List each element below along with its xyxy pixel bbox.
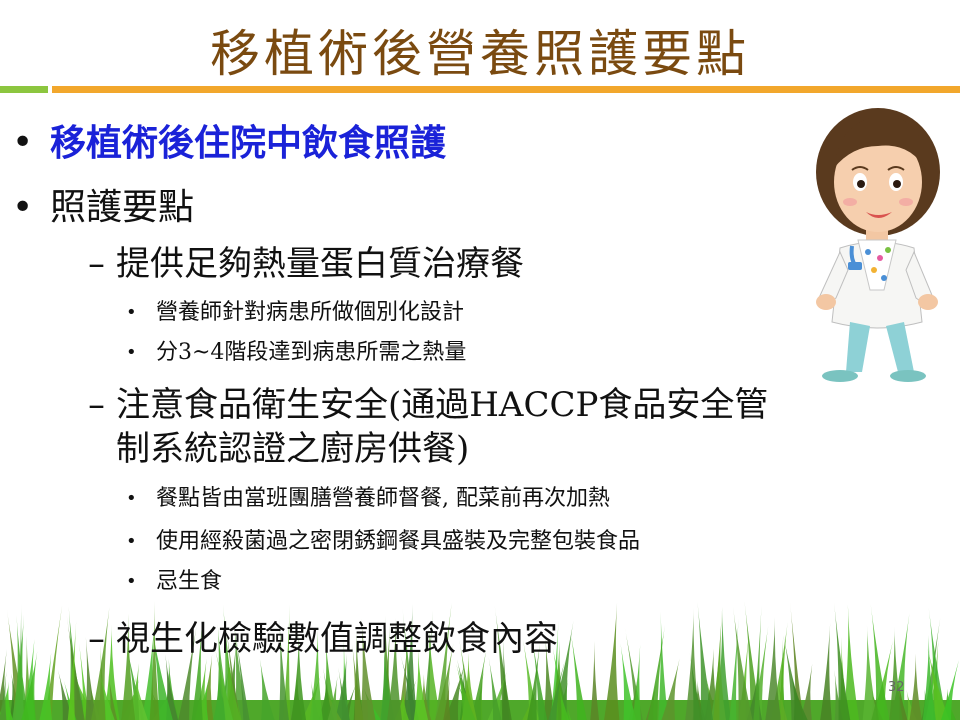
page-number: 32: [888, 680, 905, 695]
detail-text: 忌生食: [156, 569, 223, 594]
detail-text: 餐點皆由當班團膳營養師督餐, 配菜前再次加熱: [156, 486, 610, 511]
sub-item-text: 提供足夠熱量蛋白質治療餐: [116, 244, 524, 284]
dash-icon: –: [88, 244, 105, 284]
sub-item-text: 注意食品衛生安全(通過HACCP食品安全管: [116, 385, 769, 425]
sub-item-food-safety-continuation: 制系統認證之廚房供餐): [116, 429, 470, 469]
dash-icon: –: [88, 385, 105, 425]
bullet-icon: •: [12, 122, 34, 163]
bullet-icon: •: [126, 531, 137, 552]
bullet-icon: •: [126, 302, 137, 323]
bullet-icon: •: [126, 571, 137, 592]
dash-icon: –: [88, 619, 105, 659]
title-rule-green: [0, 86, 48, 93]
bullet-text: 照護要點: [50, 187, 195, 228]
detail-text: 使用經殺菌過之密閉銹鋼餐具盛裝及完整包裝食品: [156, 529, 641, 554]
bullet-icon: •: [126, 342, 137, 363]
bullet-icon: •: [126, 488, 137, 509]
bullet-icon: •: [12, 187, 34, 228]
detail-text: 營養師針對病患所做個別化設計: [156, 300, 465, 325]
title-rule-orange: [52, 86, 960, 93]
slide-title: 移植術後營養照護要點: [210, 25, 750, 83]
bullet-text: 移植術後住院中飲食照護: [50, 122, 447, 164]
sub-item-text: 視生化檢驗數值調整飲食內容: [116, 619, 558, 659]
detail-text: 分3~4階段達到病患所需之熱量: [156, 340, 467, 365]
